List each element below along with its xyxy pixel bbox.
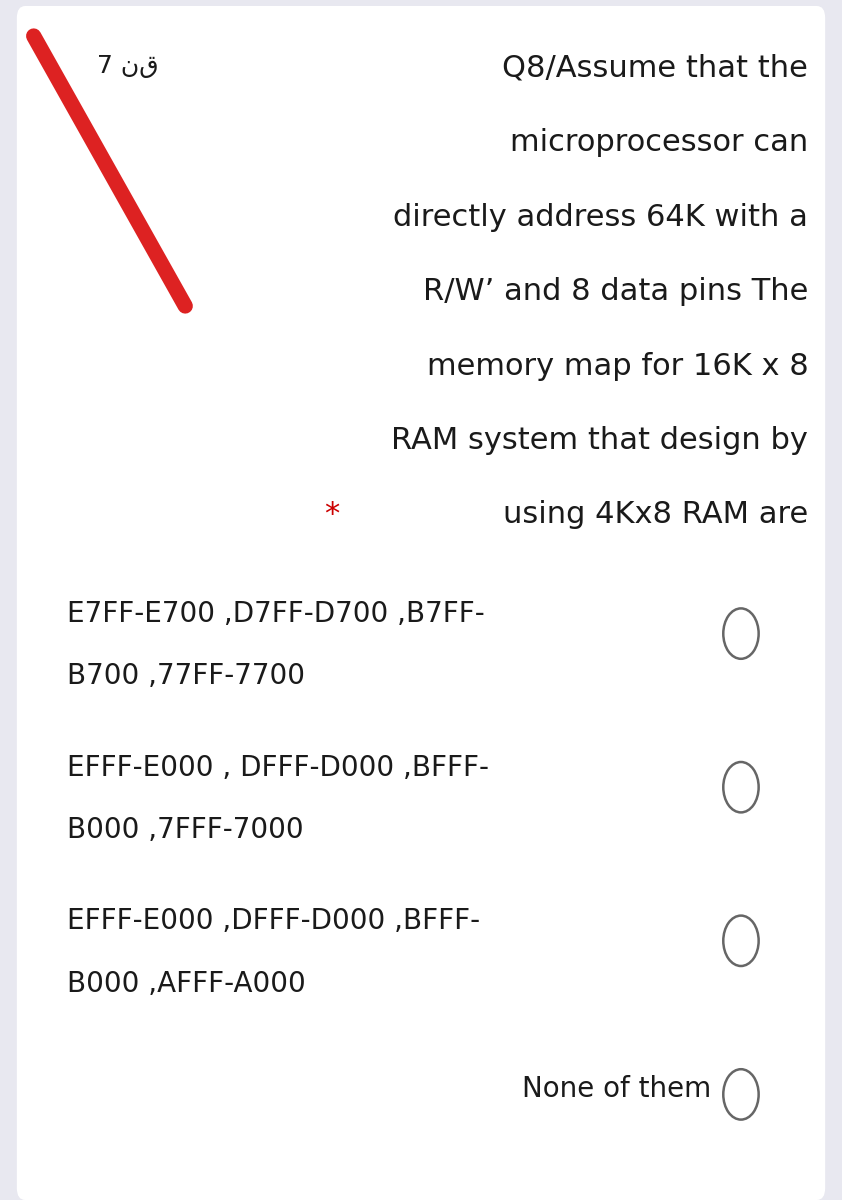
Text: R/W’ and 8 data pins The: R/W’ and 8 data pins The xyxy=(423,277,808,306)
Text: 7 نق: 7 نق xyxy=(97,54,158,78)
Text: using 4Kx8 RAM are: using 4Kx8 RAM are xyxy=(503,500,808,529)
Text: EFFF-E000 , DFFF-D000 ,BFFF-: EFFF-E000 , DFFF-D000 ,BFFF- xyxy=(67,754,489,781)
Text: directly address 64K with a: directly address 64K with a xyxy=(393,203,808,232)
FancyBboxPatch shape xyxy=(17,6,825,1200)
Text: microprocessor can: microprocessor can xyxy=(510,128,808,157)
Text: RAM system that design by: RAM system that design by xyxy=(392,426,808,455)
Text: memory map for 16K x 8: memory map for 16K x 8 xyxy=(427,352,808,380)
Text: B700 ,77FF-7700: B700 ,77FF-7700 xyxy=(67,662,306,690)
Text: EFFF-E000 ,DFFF-D000 ,BFFF-: EFFF-E000 ,DFFF-D000 ,BFFF- xyxy=(67,907,481,935)
Text: Q8/Assume that the: Q8/Assume that the xyxy=(503,54,808,83)
Text: B000 ,7FFF-7000: B000 ,7FFF-7000 xyxy=(67,816,304,844)
Text: *: * xyxy=(324,500,339,529)
Text: B000 ,AFFF-A000: B000 ,AFFF-A000 xyxy=(67,970,306,997)
Text: None of them: None of them xyxy=(522,1075,711,1103)
Text: E7FF-E700 ,D7FF-D700 ,B7FF-: E7FF-E700 ,D7FF-D700 ,B7FF- xyxy=(67,600,485,628)
